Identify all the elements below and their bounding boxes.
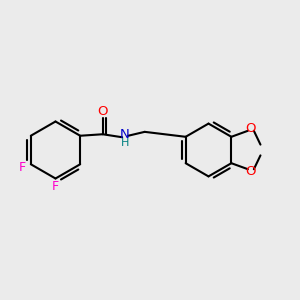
Text: F: F xyxy=(19,161,26,174)
Text: H: H xyxy=(120,138,129,148)
Text: O: O xyxy=(98,105,108,118)
Text: O: O xyxy=(246,122,256,135)
Text: O: O xyxy=(246,165,256,178)
Text: N: N xyxy=(120,128,130,141)
Text: F: F xyxy=(52,180,59,194)
